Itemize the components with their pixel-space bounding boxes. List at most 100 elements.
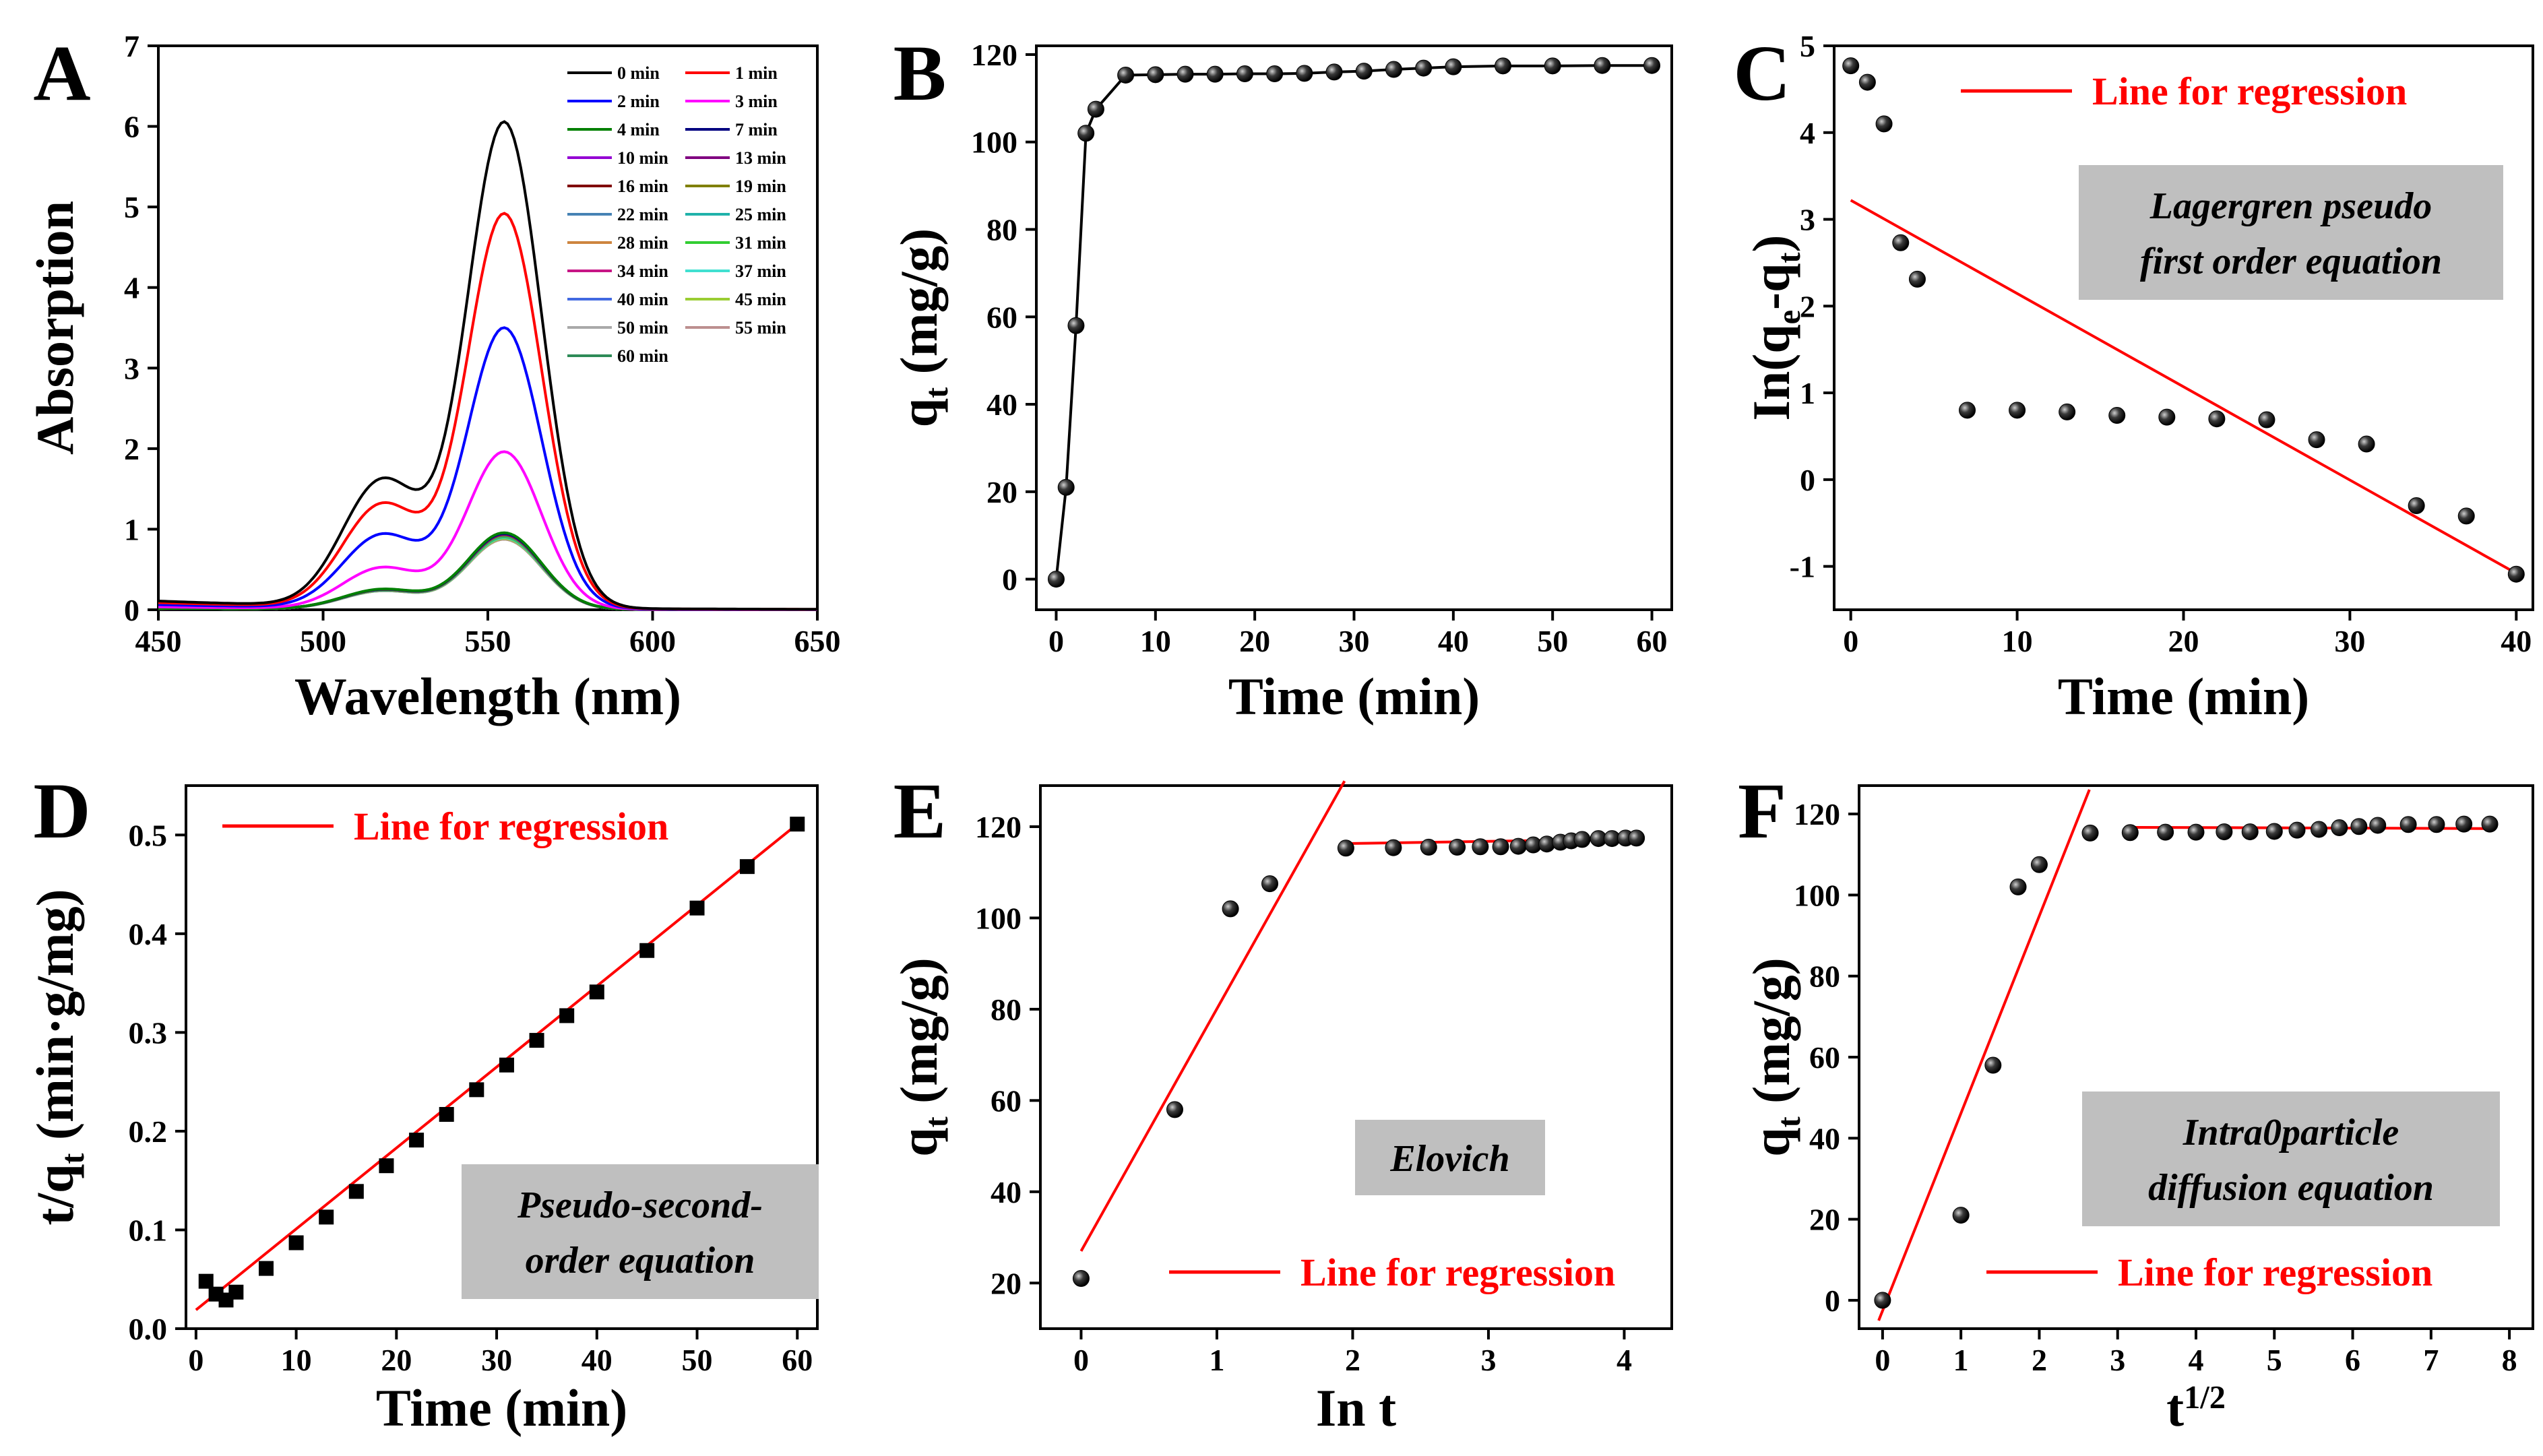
data-point	[2258, 411, 2275, 429]
data-point	[1117, 66, 1135, 84]
data-point	[2009, 402, 2026, 419]
data-point	[258, 1261, 274, 1276]
x-tick-label: 2	[1345, 1343, 1360, 1377]
data-point	[1544, 57, 1561, 75]
annotation-text: Pseudo-second-	[517, 1184, 763, 1226]
legend-label: Line for regression	[2118, 1251, 2432, 1294]
x-tick-label: 8	[2502, 1343, 2517, 1377]
x-tick-label: 10	[1140, 624, 1171, 658]
series-line	[158, 535, 817, 611]
data-point	[2369, 817, 2387, 834]
data-point	[2030, 856, 2048, 873]
data-point	[1984, 1056, 2002, 1074]
y-tick-label: 7	[124, 29, 139, 63]
panel-letter: F	[1738, 767, 1786, 855]
data-point	[228, 1284, 244, 1300]
annotation-text: first order equation	[2140, 241, 2442, 282]
x-tick-label: 600	[629, 624, 676, 658]
panel-letter: B	[893, 29, 947, 117]
x-tick-label: 50	[682, 1343, 713, 1377]
annotation-text: Lagergren pseudo	[2149, 185, 2432, 227]
x-tick-label: 10	[281, 1343, 312, 1377]
x-tick-label: 40	[582, 1343, 613, 1377]
data-point	[2265, 823, 2283, 840]
data-point	[739, 859, 755, 875]
data-point	[2121, 824, 2139, 842]
y-tick-label: 100	[1794, 878, 1840, 912]
data-point	[2311, 821, 2328, 838]
y-tick-label: 0	[1800, 463, 1815, 497]
x-tick-label: 20	[381, 1343, 412, 1377]
panel-B: 0 10 20 30 40 50 60 0 20 40 60 80 100 120 B Time (min) q…	[889, 29, 1673, 726]
data-point	[2157, 823, 2174, 841]
data-point	[1643, 57, 1661, 74]
series-line	[158, 537, 817, 611]
y-tick-label: 1	[124, 512, 139, 546]
data-point	[1472, 838, 1489, 856]
series-line	[158, 537, 817, 611]
data-point	[559, 1008, 575, 1023]
data-point	[1952, 1207, 1970, 1224]
annotation-box	[462, 1164, 819, 1299]
x-tick-label: 40	[2501, 624, 2532, 658]
legend-label: 0 min	[617, 63, 660, 83]
y-tick-label: 60	[991, 1083, 1022, 1118]
legend-label: 3 min	[735, 92, 778, 111]
data-point	[2081, 824, 2099, 842]
data-point	[2108, 407, 2126, 424]
data-point	[1325, 63, 1343, 81]
series-line	[158, 538, 817, 611]
y-tick-label: 0	[1002, 563, 1017, 597]
y-tick-label: 2	[1800, 289, 1815, 323]
panel-C: 0 10 20 30 40 -1 0 1 2 3 4 5C Time (min) In(qe-qt) Lin…	[1733, 29, 2534, 726]
y-tick-label: 5	[1800, 29, 1815, 63]
data-point	[348, 1184, 364, 1199]
y-tick-label: 100	[975, 901, 1022, 935]
panel-letter: D	[33, 767, 90, 855]
x-tick-label: 60	[782, 1343, 813, 1377]
x-axis-title: Time (min)	[376, 1379, 627, 1437]
data-point	[2350, 818, 2368, 835]
data-point	[1176, 65, 1194, 83]
series-line	[158, 535, 817, 611]
y-tick-label: 40	[991, 1175, 1022, 1209]
data-point	[439, 1106, 454, 1122]
x-tick-label: 0	[1073, 1343, 1089, 1377]
x-tick-label: 550	[465, 624, 511, 658]
x-tick-label: 450	[135, 624, 182, 658]
x-tick-label: 4	[1616, 1343, 1632, 1377]
y-tick-label: 0.2	[129, 1114, 168, 1149]
annotation-text: order equation	[526, 1240, 755, 1281]
data-point	[1067, 317, 1085, 334]
y-tick-label: 3	[1800, 203, 1815, 237]
data-point	[1047, 571, 1065, 588]
data-point	[1908, 270, 1926, 288]
x-tick-label: 0	[188, 1343, 203, 1377]
legend-label: 37 min	[735, 261, 786, 281]
y-tick-label: 80	[1809, 959, 1840, 994]
data-point	[589, 984, 604, 1000]
plot-frame	[185, 784, 819, 1330]
data-point	[689, 900, 705, 916]
y-tick-label: 120	[971, 38, 1017, 72]
regression-line	[1877, 789, 2091, 1321]
series-line	[158, 120, 818, 611]
y-axis-title: qt (mg/g)	[889, 228, 955, 428]
legend-label: Line for regression	[2092, 69, 2407, 113]
annotation-text: Intra0particle	[2183, 1112, 2399, 1153]
x-tick-label: 20	[2168, 624, 2199, 658]
panel-E: 0 1 2 3 4 20 40 60 80 100 120 E In t qt (mg/g) Line fo…	[889, 767, 1673, 1437]
data-point	[790, 817, 805, 832]
data-point	[2331, 819, 2348, 837]
data-point	[639, 943, 655, 958]
data-point	[1892, 234, 1910, 251]
y-axis-title: qt (mg/g)	[1742, 957, 1807, 1157]
x-tick-label: 60	[1637, 624, 1668, 658]
data-point	[2187, 823, 2205, 841]
x-tick-label: 20	[1239, 624, 1270, 658]
y-tick-label: 0.1	[129, 1213, 168, 1247]
panel-letter: C	[1733, 29, 1790, 117]
data-point	[2358, 435, 2375, 453]
x-tick-label: 30	[481, 1343, 512, 1377]
data-point	[1509, 837, 1527, 855]
